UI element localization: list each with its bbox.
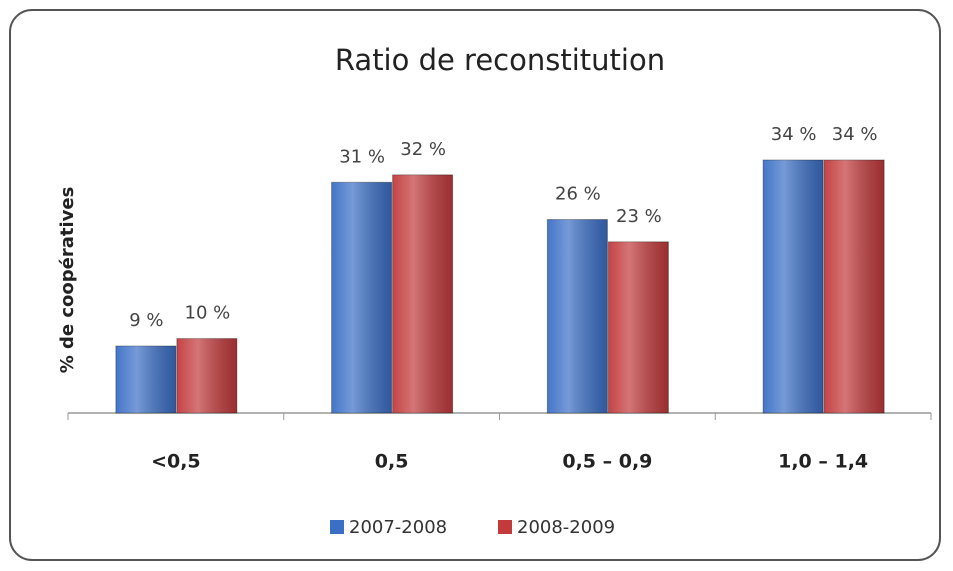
chart-title: Ratio de reconstitution — [335, 43, 665, 77]
data-label: 26 % — [555, 184, 601, 205]
bar-shine — [176, 338, 237, 413]
bar-shine — [763, 160, 824, 413]
x-tick-label: <0,5 — [151, 451, 201, 473]
data-label: 23 % — [616, 206, 662, 227]
legend-label: 2007-2008 — [349, 517, 447, 538]
x-tick-label: 1,0 – 1,4 — [778, 451, 868, 473]
bar-shine — [392, 174, 453, 413]
bar-shine — [331, 182, 392, 413]
bar-shine — [824, 160, 885, 413]
data-label: 10 % — [185, 303, 231, 324]
bar-shine — [608, 241, 669, 413]
data-label: 34 % — [771, 124, 817, 145]
data-label: 9 % — [129, 310, 163, 331]
legend-swatch — [330, 520, 344, 534]
x-tick-label: 0,5 – 0,9 — [562, 451, 652, 473]
data-label: 31 % — [339, 146, 385, 167]
legend-swatch — [498, 520, 512, 534]
bar-shine — [115, 346, 176, 413]
y-axis-label: % de coopératives — [57, 187, 78, 374]
data-label: 32 % — [400, 139, 446, 160]
chart-frame — [9, 9, 941, 561]
bar-shine — [547, 219, 608, 413]
legend-label: 2008-2009 — [517, 517, 615, 538]
data-label: 34 % — [832, 124, 878, 145]
x-tick-label: 0,5 — [375, 451, 409, 473]
